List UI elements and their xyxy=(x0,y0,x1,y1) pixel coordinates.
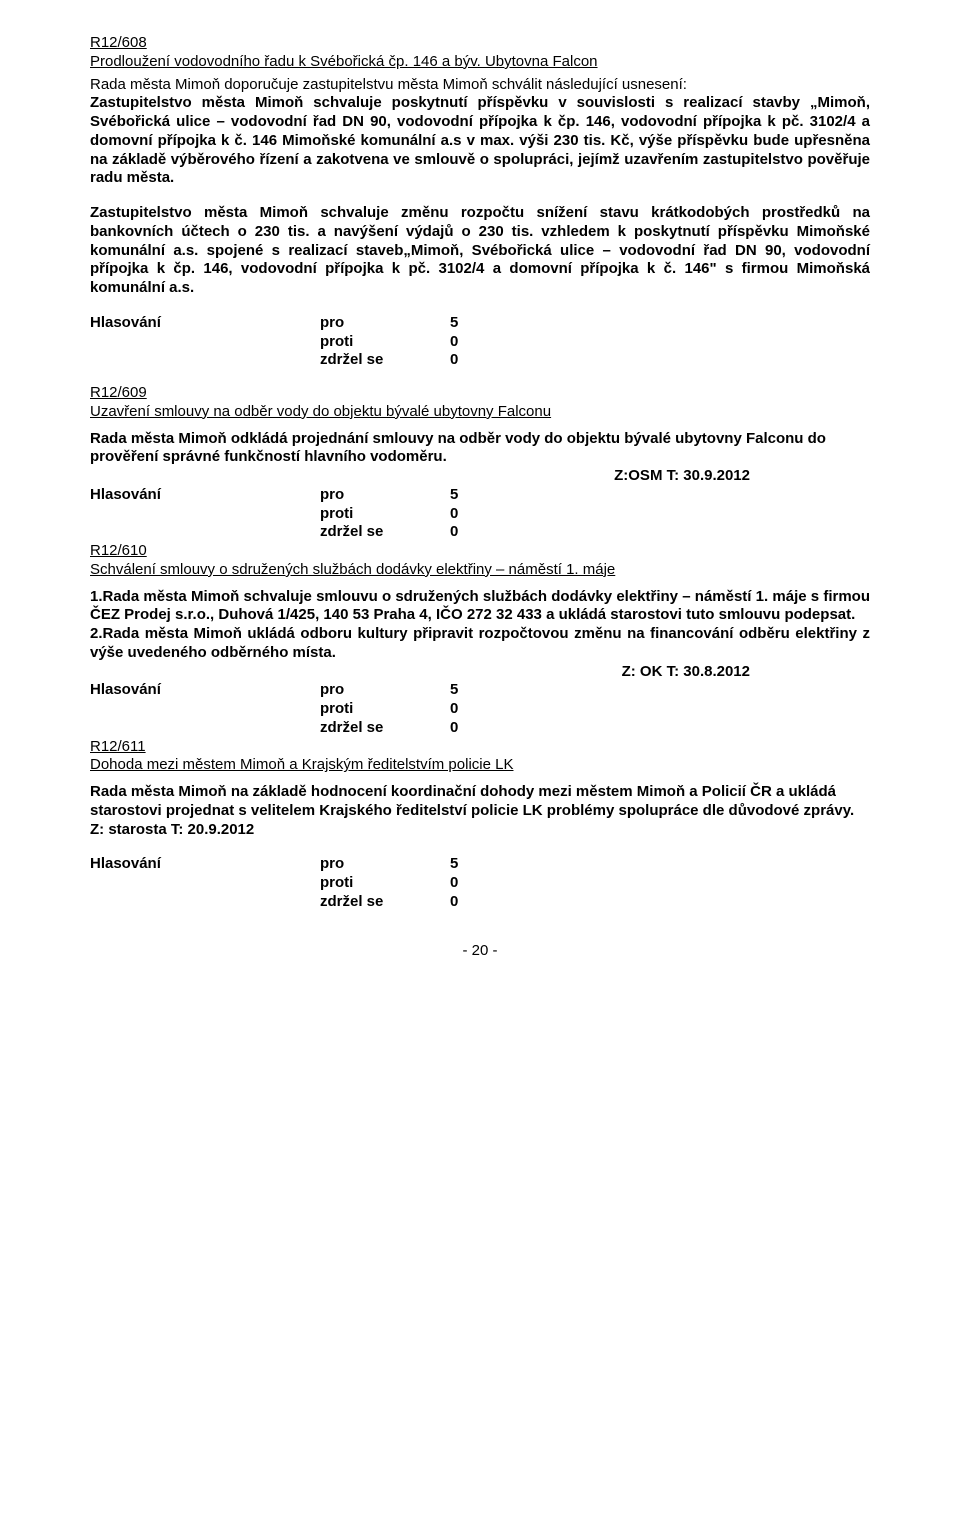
vote-kind: pro xyxy=(320,855,450,874)
vote-count: 0 xyxy=(450,523,480,542)
vote-kind: proti xyxy=(320,505,450,524)
vote-count: 5 xyxy=(450,314,480,333)
res-number: R12/611 xyxy=(90,738,870,757)
vote-row-zdrzel: zdržel se 0 xyxy=(90,351,870,370)
res-body-2: Zastupitelstvo města Mimoň schvaluje změ… xyxy=(90,204,870,298)
res-number: R12/610 xyxy=(90,542,870,561)
vote-row-zdrzel: zdržel se 0 xyxy=(90,893,870,912)
vote-kind: proti xyxy=(320,874,450,893)
vote-count: 5 xyxy=(450,486,480,505)
vote-kind: pro xyxy=(320,314,450,333)
vote-count: 0 xyxy=(450,505,480,524)
vote-block: Hlasování pro 5 proti 0 zdržel se 0 xyxy=(90,314,870,370)
res-title: Dohoda mezi městem Mimoň a Krajským ředi… xyxy=(90,756,870,775)
vote-block: Hlasování pro 5 proti 0 zdržel se 0 xyxy=(90,486,870,542)
vote-row-pro: Hlasování pro 5 xyxy=(90,314,870,333)
vote-count: 0 xyxy=(450,893,480,912)
note: Z:OSM T: 30.9.2012 xyxy=(90,467,870,486)
res-body-1: 1.Rada města Mimoň schvaluje smlouvu o s… xyxy=(90,588,870,626)
vote-count: 5 xyxy=(450,681,480,700)
vote-kind: pro xyxy=(320,681,450,700)
res-body-2: 2.Rada města Mimoň ukládá odboru kultury… xyxy=(90,625,870,663)
vote-kind: zdržel se xyxy=(320,351,450,370)
vote-label: Hlasování xyxy=(90,314,320,333)
res-body-1: Zastupitelstvo města Mimoň schvaluje pos… xyxy=(90,94,870,188)
vote-block: Hlasování pro 5 proti 0 zdržel se 0 xyxy=(90,855,870,911)
vote-count: 0 xyxy=(450,719,480,738)
vote-row-pro: Hlasování pro 5 xyxy=(90,681,870,700)
vote-label: Hlasování xyxy=(90,855,320,874)
vote-row-zdrzel: zdržel se 0 xyxy=(90,719,870,738)
res-title: Uzavření smlouvy na odběr vody do objekt… xyxy=(90,403,870,422)
vote-row-zdrzel: zdržel se 0 xyxy=(90,523,870,542)
vote-count: 0 xyxy=(450,700,480,719)
res-body: Rada města Mimoň odkládá projednání smlo… xyxy=(90,430,870,468)
note: Z: OK T: 30.8.2012 xyxy=(90,663,870,682)
resolution-r608: R12/608 Prodloužení vodovodního řadu k S… xyxy=(90,34,870,370)
vote-row-pro: Hlasování pro 5 xyxy=(90,486,870,505)
page: R12/608 Prodloužení vodovodního řadu k S… xyxy=(0,0,960,1000)
res-number: R12/608 xyxy=(90,34,870,53)
vote-row-proti: proti 0 xyxy=(90,333,870,352)
res-intro: Rada města Mimoň doporučuje zastupitelst… xyxy=(90,76,870,95)
vote-kind: pro xyxy=(320,486,450,505)
vote-kind: zdržel se xyxy=(320,523,450,542)
resolution-r610: R12/610 Schválení smlouvy o sdružených s… xyxy=(90,542,870,738)
vote-count: 0 xyxy=(450,333,480,352)
page-number: - 20 - xyxy=(90,942,870,961)
vote-count: 0 xyxy=(450,351,480,370)
resolution-r609: R12/609 Uzavření smlouvy na odběr vody d… xyxy=(90,384,870,542)
vote-row-proti: proti 0 xyxy=(90,874,870,893)
res-title: Prodloužení vodovodního řadu k Svébořick… xyxy=(90,53,870,72)
vote-kind: proti xyxy=(320,333,450,352)
resolution-r611: R12/611 Dohoda mezi městem Mimoň a Krajs… xyxy=(90,738,870,912)
vote-block: Hlasování pro 5 proti 0 zdržel se 0 xyxy=(90,681,870,737)
vote-row-pro: Hlasování pro 5 xyxy=(90,855,870,874)
vote-kind: zdržel se xyxy=(320,893,450,912)
vote-kind: proti xyxy=(320,700,450,719)
vote-label: Hlasování xyxy=(90,486,320,505)
vote-row-proti: proti 0 xyxy=(90,700,870,719)
vote-count: 5 xyxy=(450,855,480,874)
res-body: Rada města Mimoň na základě hodnocení ko… xyxy=(90,783,870,839)
vote-row-proti: proti 0 xyxy=(90,505,870,524)
vote-label: Hlasování xyxy=(90,681,320,700)
vote-count: 0 xyxy=(450,874,480,893)
res-number: R12/609 xyxy=(90,384,870,403)
vote-kind: zdržel se xyxy=(320,719,450,738)
res-title: Schválení smlouvy o sdružených službách … xyxy=(90,561,870,580)
